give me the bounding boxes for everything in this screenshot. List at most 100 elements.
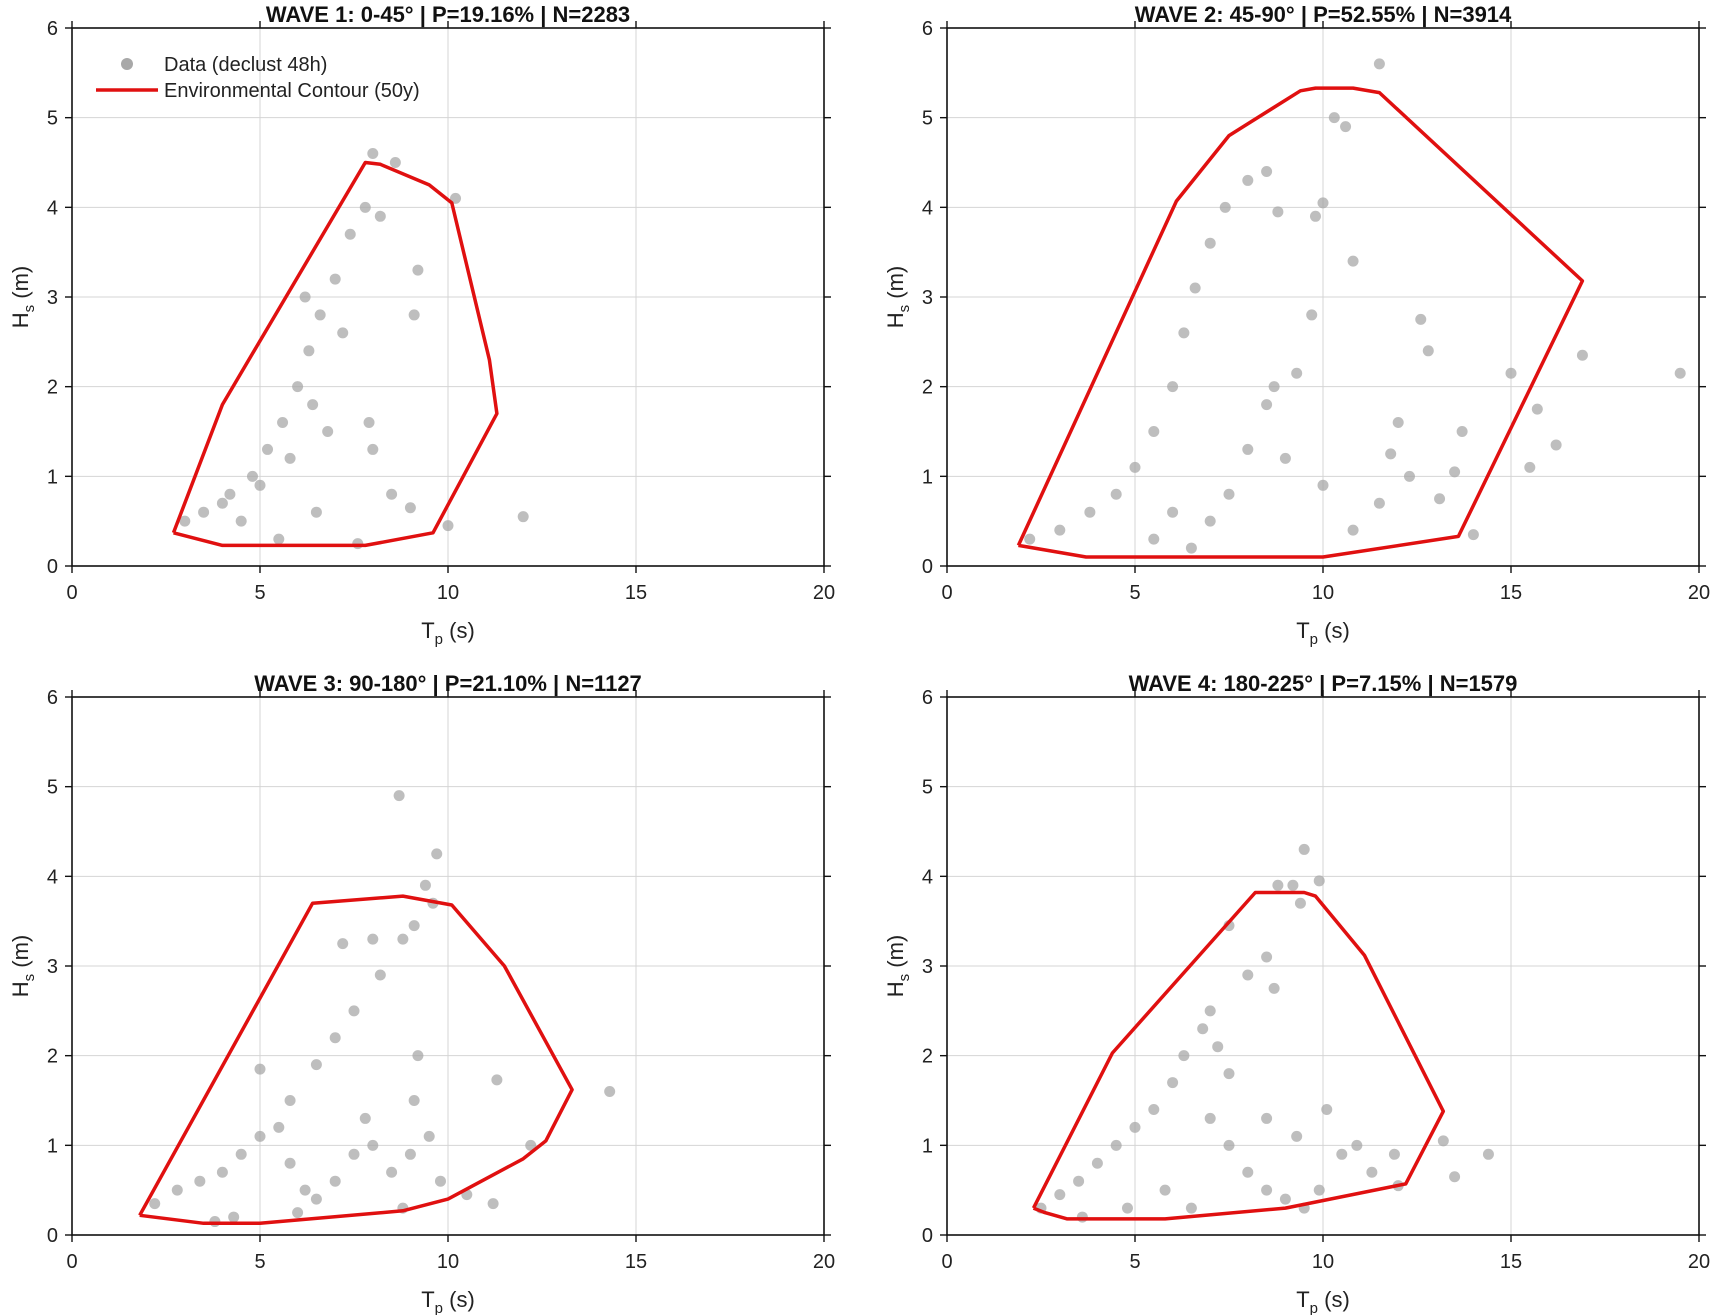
data-point — [284, 452, 296, 464]
x-tick-label: 15 — [1500, 582, 1522, 604]
data-point — [1204, 515, 1216, 527]
data-point — [1091, 1157, 1103, 1169]
data-point — [389, 157, 401, 168]
data-point — [1197, 1023, 1209, 1035]
data-point — [1505, 367, 1517, 379]
data-point — [408, 1095, 420, 1106]
data-point — [314, 309, 326, 321]
x-tick-label: 10 — [437, 582, 459, 604]
data-point — [284, 1157, 296, 1169]
x-tick-label: 0 — [941, 1251, 952, 1273]
x-tick-label: 5 — [254, 582, 265, 604]
data-point — [149, 1198, 161, 1210]
axis-ticks: 0 5 10 15 20 0 1 2 3 4 5 6 — [922, 18, 1710, 604]
chart-title: WAVE 3: 90-180° | P=21.10% | N=1127 — [254, 671, 642, 696]
data-point — [262, 443, 274, 455]
data-point — [292, 1207, 304, 1219]
data-point — [1204, 1112, 1216, 1124]
data-point — [194, 1175, 206, 1187]
x-axis-label: Tp (s) — [421, 618, 475, 648]
data-point — [434, 1175, 446, 1187]
data-point — [1024, 533, 1036, 545]
y-tick-label: 4 — [922, 197, 933, 219]
data-point — [386, 488, 398, 500]
y-tick-label: 1 — [922, 466, 933, 488]
data-point — [1351, 1139, 1363, 1151]
data-point — [1054, 1189, 1066, 1201]
x-tick-label: 5 — [254, 1251, 265, 1273]
data-point — [1167, 1077, 1179, 1089]
x-axis-label: Tp (s) — [421, 1287, 475, 1315]
x-tick-label: 20 — [1688, 1251, 1710, 1273]
y-tick-label: 0 — [47, 1225, 58, 1247]
data-point — [1204, 237, 1216, 249]
grid — [72, 28, 824, 566]
data-point — [442, 520, 454, 532]
y-tick-label: 4 — [47, 866, 58, 888]
data-point — [1076, 1211, 1088, 1223]
data-point — [198, 506, 210, 518]
data-point — [348, 1148, 360, 1160]
data-point — [1272, 879, 1284, 891]
x-tick-label: 10 — [437, 1251, 459, 1273]
data-point — [1185, 1202, 1197, 1214]
data-point — [254, 1130, 266, 1142]
x-tick-label: 0 — [66, 1251, 77, 1273]
x-tick-label: 10 — [1312, 582, 1334, 604]
data-point — [1309, 210, 1321, 222]
data-point — [1219, 201, 1231, 213]
data-point — [1148, 1103, 1160, 1115]
data-point — [1223, 1139, 1235, 1151]
y-axis-label: Hs (m) — [883, 935, 913, 997]
data-point — [310, 506, 322, 518]
data-point — [525, 1139, 537, 1151]
y-tick-label: 3 — [47, 956, 58, 978]
data-point — [367, 1139, 379, 1151]
data-point — [1388, 1148, 1400, 1160]
x-tick-label: 5 — [1129, 1251, 1140, 1273]
y-tick-label: 3 — [47, 287, 58, 309]
data-point — [337, 327, 349, 339]
data-point — [1347, 524, 1359, 536]
y-tick-label: 6 — [47, 687, 58, 709]
y-tick-label: 5 — [922, 108, 933, 130]
data-point — [1242, 1166, 1254, 1178]
panel-wave-4: 0 5 10 15 20 0 1 2 3 4 5 6 WAVE 4: 180-225° | P=7.1… — [883, 671, 1710, 1315]
data-point — [1212, 1041, 1224, 1053]
y-tick-label: 3 — [922, 956, 933, 978]
data-point — [1178, 327, 1190, 339]
data-point — [273, 1121, 285, 1133]
data-points — [149, 790, 616, 1228]
y-tick-label: 6 — [922, 687, 933, 709]
data-point — [235, 1148, 247, 1160]
data-point — [1223, 1068, 1235, 1080]
data-point — [1223, 488, 1235, 500]
data-point — [1178, 1050, 1190, 1062]
data-point — [1328, 112, 1340, 124]
data-point — [1306, 309, 1318, 321]
data-point — [1148, 426, 1160, 437]
y-axis-label: Hs (m) — [8, 935, 38, 997]
x-tick-label: 15 — [1500, 1251, 1522, 1273]
data-point — [423, 1130, 435, 1142]
panel-wave-2: 0 5 10 15 20 0 1 2 3 4 5 6 WAVE 2: 45-90° | P=52.55… — [883, 2, 1710, 648]
data-point — [1524, 461, 1536, 473]
data-point — [1287, 879, 1299, 891]
data-point — [1261, 399, 1273, 411]
data-point — [1317, 197, 1329, 209]
data-point — [1261, 1184, 1273, 1196]
data-point — [1129, 461, 1141, 473]
data-point — [397, 933, 409, 945]
chart-title: WAVE 2: 45-90° | P=52.55% | N=3914 — [1135, 2, 1512, 27]
y-tick-label: 5 — [922, 777, 933, 799]
data-point — [1415, 313, 1427, 325]
data-point — [299, 291, 311, 303]
data-point — [1272, 206, 1284, 218]
x-tick-label: 5 — [1129, 582, 1140, 604]
data-point — [363, 417, 375, 429]
data-point — [1148, 533, 1160, 545]
data-point — [216, 1166, 228, 1178]
data-point — [299, 1184, 311, 1196]
data-point — [322, 426, 334, 437]
